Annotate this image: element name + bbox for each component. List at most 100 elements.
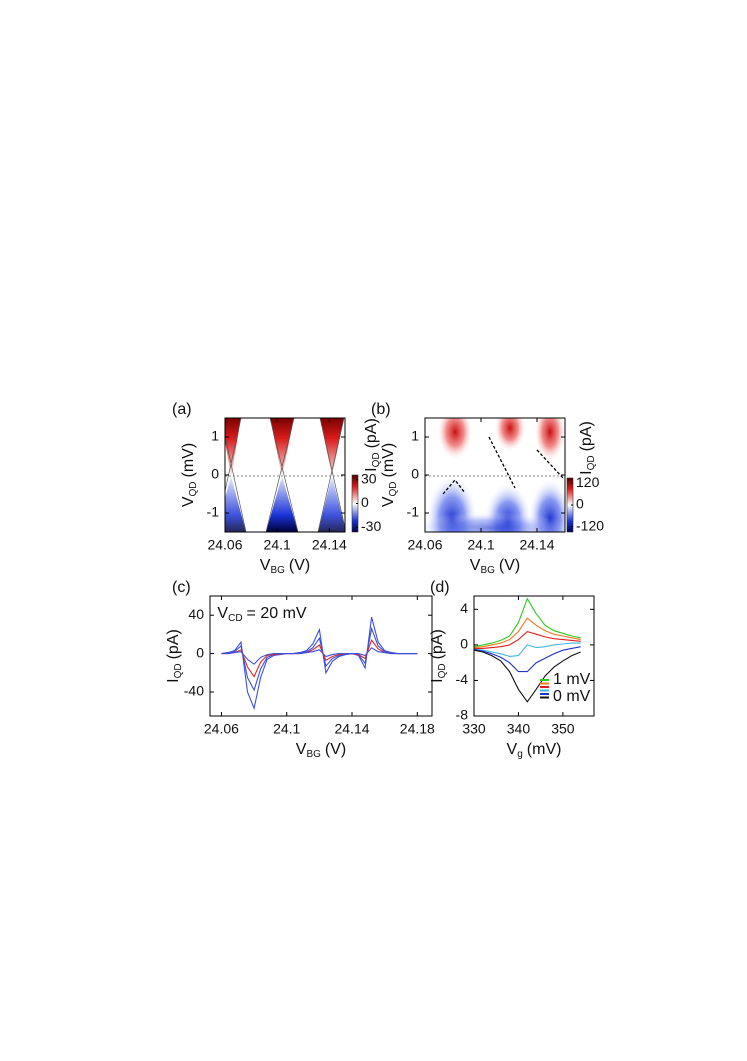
label-subscript: QD: [586, 455, 597, 470]
y-tick-label: 0: [211, 466, 219, 482]
label-unit: (V): [499, 557, 520, 574]
label-unit: (V): [325, 741, 346, 758]
y-tick-label: -8: [456, 707, 469, 723]
label-symbol: V: [507, 741, 518, 758]
axis-label: IQD (pA): [363, 418, 381, 472]
label-unit: (pA): [363, 418, 380, 448]
series-line: [221, 639, 418, 678]
y-tick-label: 4: [460, 600, 468, 616]
axis-label: VCD = 20 mV: [217, 605, 306, 623]
label-unit: (pA): [429, 629, 446, 659]
label-unit: (V): [289, 557, 310, 574]
axis-label: IQD (pA): [578, 421, 596, 475]
label-subscript: QD: [173, 663, 184, 678]
series-line: [473, 597, 581, 648]
legend-label: 1 mV: [553, 671, 591, 688]
x-tick-label: 24.18: [400, 721, 435, 737]
axes-frame: [209, 595, 433, 717]
y-tick-label: -4: [456, 671, 469, 687]
axis-label: VQD (mV): [180, 443, 198, 507]
axis-label: VBG (V): [470, 557, 520, 575]
plot-area: [221, 616, 418, 711]
axes-frame: [224, 417, 346, 533]
panel-label: (a): [172, 401, 192, 418]
label-subscript: BG: [480, 565, 495, 576]
series-line: [473, 642, 581, 657]
label-symbol: V: [260, 557, 271, 574]
x-tick-label: 24.06: [407, 537, 442, 553]
x-tick-label: 24.06: [207, 537, 242, 553]
label-symbol: I: [165, 678, 182, 682]
x-tick-label: 24.14: [334, 721, 369, 737]
label-symbol: V: [380, 496, 397, 507]
x-tick-label: 350: [551, 721, 575, 737]
series-line: [221, 616, 418, 711]
y-tick-label: -1: [207, 504, 220, 520]
series-line: [473, 649, 581, 703]
label-symbol: V: [470, 557, 481, 574]
label-subscript: BG: [306, 749, 321, 760]
label-unit: (pA): [165, 629, 182, 659]
colorbar-tick-label: -120: [576, 517, 604, 533]
label-unit: (mV): [380, 443, 397, 478]
label-symbol: V: [217, 605, 228, 622]
axes-frame: [473, 595, 595, 717]
legend-label: 0 mV: [553, 688, 591, 705]
label-subscript: QD: [371, 452, 382, 467]
series-line: [474, 630, 581, 649]
label-subscript: QD: [437, 663, 448, 678]
x-tick-label: 340: [507, 721, 531, 737]
heatmap-b-image: [425, 418, 565, 532]
series-line: [221, 626, 418, 692]
label-subscript: QD: [388, 481, 399, 496]
y-tick-label: 1: [411, 428, 419, 444]
axis-label: VBG (V): [260, 557, 310, 575]
y-tick-label: 0: [411, 466, 419, 482]
label-symbol: V: [180, 496, 197, 507]
series-line: [473, 617, 581, 649]
panel-label: (c): [172, 579, 191, 596]
axis-label: VQD (mV): [380, 443, 398, 507]
axis-label: Vg (mV): [507, 741, 562, 759]
x-tick-label: 24.14: [519, 537, 554, 553]
colorbar-tick-label: 0: [576, 496, 584, 512]
label-symbol: I: [363, 467, 380, 471]
y-tick-label: 40: [188, 606, 204, 622]
x-tick-label: 24.14: [312, 537, 347, 553]
y-tick-label: -1: [407, 504, 420, 520]
label-unit: (mV): [527, 741, 562, 758]
colorbar-tick-label: 0: [361, 494, 369, 510]
series-line: [473, 646, 581, 673]
y-tick-label: 0: [460, 636, 468, 652]
y-tick-label: 1: [211, 428, 219, 444]
label-subscript: g: [517, 749, 523, 760]
x-tick-label: 24.1: [273, 721, 300, 737]
axis-label: IQD (pA): [165, 629, 183, 683]
colorbar-tick-label: 30: [361, 470, 377, 486]
axis-label: VBG (V): [296, 741, 346, 759]
panel-label: (b): [371, 401, 391, 418]
y-tick-label: -40: [184, 683, 204, 699]
x-tick-label: 24.06: [204, 721, 239, 737]
label-symbol: I: [429, 678, 446, 682]
label-unit: (mV): [180, 443, 197, 478]
label-subscript: QD: [188, 481, 199, 496]
label-subscript: CD: [228, 613, 242, 624]
panel-label: (d): [430, 579, 450, 596]
y-tick-label: 0: [196, 644, 204, 660]
x-tick-label: 24.1: [264, 537, 291, 553]
x-tick-label: 330: [462, 721, 486, 737]
axes-frame: [424, 417, 566, 533]
heatmap-a-image: [225, 418, 345, 532]
label-unit: (pA): [578, 421, 595, 451]
label-symbol: I: [578, 470, 595, 474]
label-subscript: BG: [270, 565, 285, 576]
colorbar-tick-label: -30: [361, 518, 381, 534]
plot-area: [473, 597, 581, 703]
colorbar-tick-label: 120: [576, 474, 600, 490]
label-unit: = 20 mV: [247, 605, 307, 622]
label-symbol: V: [296, 741, 307, 758]
series-line: [221, 647, 418, 665]
x-tick-label: 24.1: [467, 537, 494, 553]
